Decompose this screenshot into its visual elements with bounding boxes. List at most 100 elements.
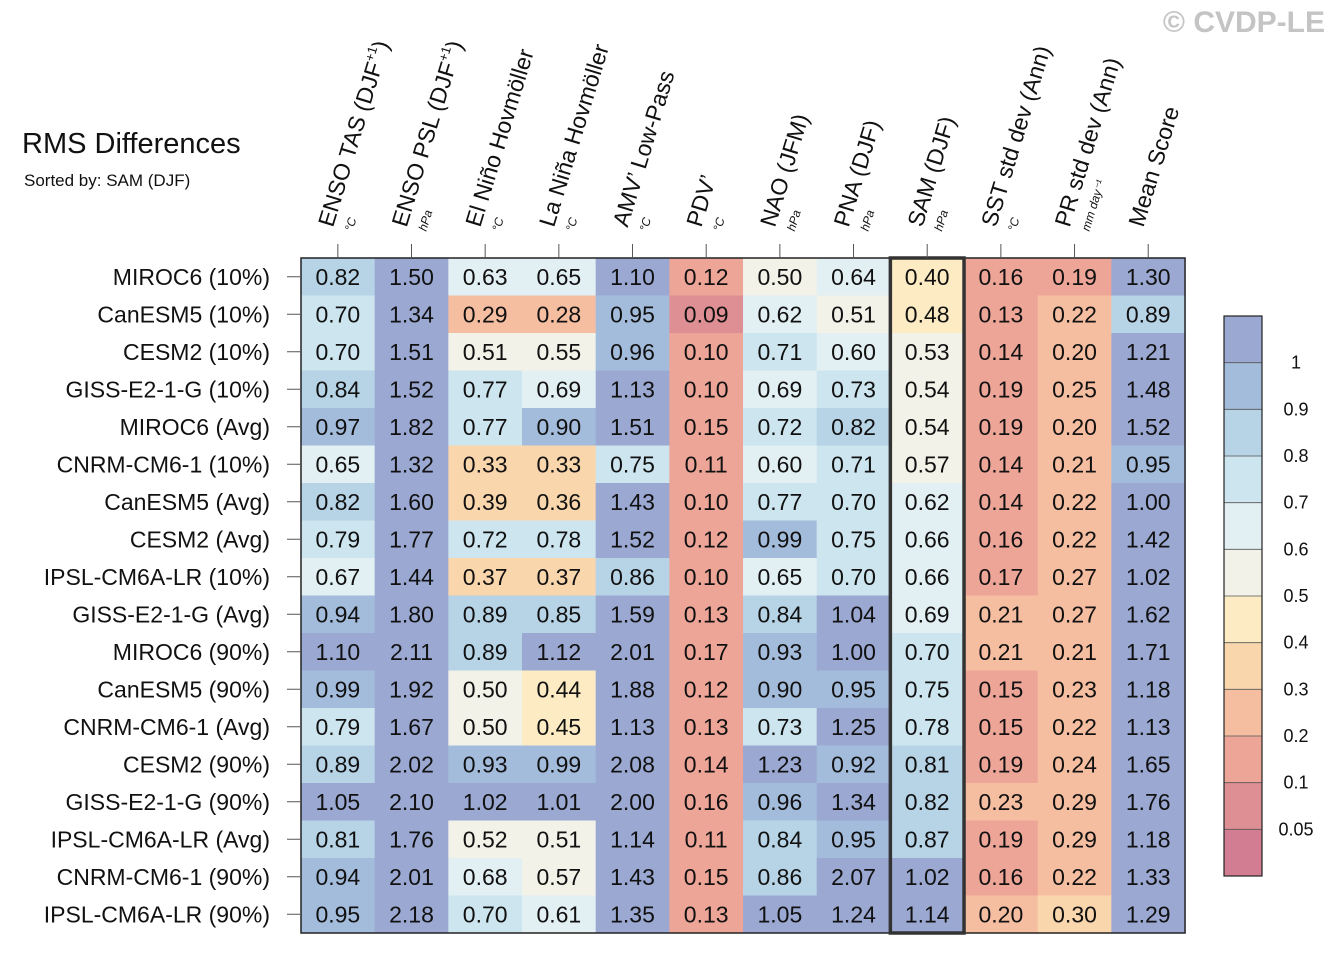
cell-value-label: 0.78: [536, 526, 581, 552]
cell-value-label: 0.95: [831, 826, 876, 852]
heatmap-cell: [890, 633, 965, 671]
heatmap-cell: [890, 558, 965, 596]
heatmap-cell: [522, 483, 597, 521]
heatmap-cell: [1111, 445, 1186, 484]
cell-value-label: 0.65: [315, 451, 360, 477]
cell-value-label: 0.66: [905, 526, 950, 552]
heatmap-cell: [522, 258, 597, 296]
cell-value-label: 0.75: [905, 676, 950, 702]
heatmap-cell: [816, 408, 891, 446]
heatmap-cell: [522, 745, 597, 784]
column-unit: hPa: [784, 208, 804, 233]
cell-value-label: 0.48: [905, 301, 950, 327]
cell-value-label: 0.64: [831, 264, 876, 290]
cell-labels: 0.82 1.50 0.63 0.65 1.10 0.12 0.50 0.64 0.40 0.16…: [315, 264, 1170, 928]
cell-value-label: 0.19: [978, 376, 1023, 402]
column-label-name: ENSO PSL (DJF: [386, 59, 461, 230]
cell-value-label: 0.29: [1052, 789, 1097, 815]
colorbar-bin: [1224, 362, 1262, 410]
cell-value-label: 0.10: [684, 376, 729, 402]
cell-value-label: 0.22: [1052, 864, 1097, 890]
heatmap-cell: [448, 333, 523, 371]
cell-value-label: 0.27: [1052, 601, 1097, 627]
cell-value-label: 1.82: [389, 414, 434, 440]
cell-value-label: 1.13: [610, 376, 655, 402]
cell-value-label: 0.89: [315, 751, 360, 777]
cell-value-label: 0.37: [463, 564, 508, 590]
heatmap-cell: [522, 633, 597, 671]
cell-value-label: 1.48: [1126, 376, 1171, 402]
chart-subtitle: Sorted by: SAM (DJF): [24, 171, 191, 190]
heatmap-cell: [1037, 783, 1112, 821]
heatmap-cell: [301, 445, 376, 484]
cell-value-label: 0.66: [905, 564, 950, 590]
heatmap-cell: [448, 895, 523, 934]
cell-value-label: 0.33: [536, 451, 581, 477]
heatmap-cell: [1111, 820, 1186, 859]
cell-value-label: 1.76: [389, 826, 434, 852]
column-label-name: La Niña Hovmöller: [534, 41, 614, 230]
heatmap-cell: [374, 708, 449, 746]
cell-value-label: 0.40: [905, 264, 950, 290]
cell-value-label: 0.22: [1052, 714, 1097, 740]
cell-value-label: 0.16: [978, 264, 1023, 290]
heatmap-cell: [743, 445, 818, 484]
cell-value-label: 0.94: [315, 601, 360, 627]
heatmap-cell: [1111, 333, 1186, 371]
column-unit: °C: [489, 216, 506, 233]
cell-value-label: 1.51: [389, 339, 434, 365]
cell-value-label: 0.51: [536, 826, 581, 852]
heatmap-cell: [816, 595, 891, 634]
heatmap-cell: [890, 745, 965, 784]
heatmap-cell: [669, 820, 744, 859]
cell-value-label: 0.21: [978, 639, 1023, 665]
cell-value-label: 1.34: [831, 789, 876, 815]
cell-value-label: 1.00: [1126, 489, 1171, 515]
cell-value-label: 1.10: [315, 639, 360, 665]
heatmap-cell: [1111, 258, 1186, 296]
column-unit: hPa: [416, 208, 436, 233]
column-label-text: SAM (DJF): [902, 113, 960, 229]
heatmap-cell: [522, 895, 597, 934]
heatmap-cell: [522, 445, 597, 484]
heatmap-cell: [374, 295, 449, 334]
heatmap-cell: [890, 370, 965, 409]
row-label: IPSL-CM6A-LR (Avg): [51, 826, 270, 852]
heatmap-cell: [522, 820, 597, 859]
column-unit: hPa: [931, 208, 951, 233]
cell-value-label: 2.07: [831, 864, 876, 890]
heatmap-cell: [595, 295, 670, 334]
colorbar-tick-label: 0.1: [1283, 773, 1308, 793]
cell-value-label: 0.23: [1052, 676, 1097, 702]
heatmap-cell: [1037, 483, 1112, 521]
colorbar-bin: [1224, 502, 1262, 550]
heatmap-cell: [743, 258, 818, 296]
cell-value-label: 0.20: [978, 901, 1023, 927]
cell-value-label: 0.13: [684, 714, 729, 740]
cell-value-label: 0.14: [978, 339, 1023, 365]
cell-value-label: 0.19: [1052, 264, 1097, 290]
heatmap-cell: [964, 520, 1039, 559]
cell-value-label: 0.33: [463, 451, 508, 477]
cell-value-label: 0.70: [463, 901, 508, 927]
cell-value-label: 1.25: [831, 714, 876, 740]
heatmap-cell: [890, 858, 965, 896]
heatmap-cell: [964, 558, 1039, 596]
heatmap-cell: [448, 258, 523, 296]
heatmap-cell: [301, 295, 376, 334]
colorbar-bin: [1224, 316, 1262, 364]
heatmap-cell: [1111, 783, 1186, 821]
colorbar-tick-label: 0.6: [1283, 539, 1308, 559]
cell-value-label: 0.55: [536, 339, 581, 365]
cell-value-label: 0.89: [463, 639, 508, 665]
heatmap-cell: [522, 333, 597, 371]
colorbar-frame: [1223, 315, 1263, 877]
cell-value-label: 0.30: [1052, 901, 1097, 927]
heatmap-cell: [301, 483, 376, 521]
row-labels: MIROC6 (10%) CanESM5 (10%) CESM2 (10%) GISS…: [44, 264, 301, 927]
cell-value-label: 0.70: [831, 564, 876, 590]
heatmap-cell: [669, 258, 744, 296]
heatmap-cell: [743, 333, 818, 371]
column-label-text: El Niño Hovmöller: [460, 46, 539, 230]
heatmap-cell: [669, 558, 744, 596]
